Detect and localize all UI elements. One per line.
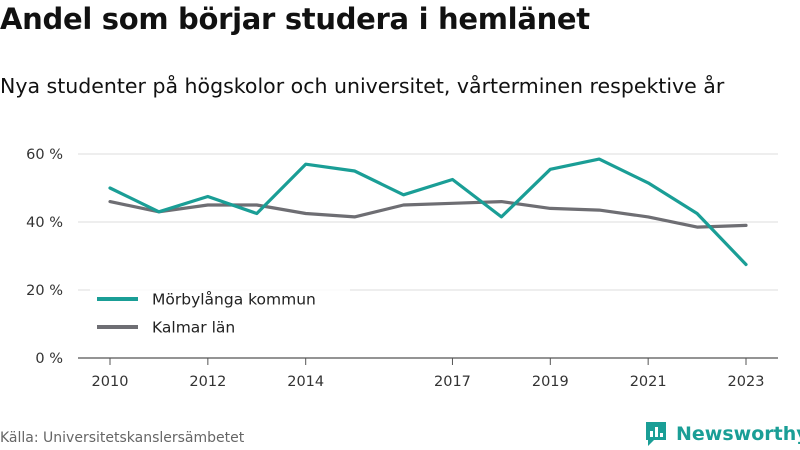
y-tick-label: 40 % xyxy=(26,215,63,231)
source-note: Källa: Universitetskanslersämbetet xyxy=(0,430,245,446)
legend: Mörbylånga kommun Kalmar län xyxy=(90,289,350,337)
y-tick-label: 20 % xyxy=(26,283,63,299)
legend-label: Kalmar län xyxy=(152,319,235,337)
y-tick-label: 0 % xyxy=(35,351,63,367)
x-axis: 2010 2012 2014 2017 2019 2021 2023 xyxy=(92,358,765,390)
series-line xyxy=(108,157,748,267)
x-tick-label: 2019 xyxy=(532,374,569,390)
brand-name: Newsworthy xyxy=(676,423,800,445)
x-tick-label: 2014 xyxy=(287,374,324,390)
legend-label: Mörbylånga kommun xyxy=(152,291,316,309)
series-line xyxy=(108,200,748,229)
x-tick-label: 2017 xyxy=(434,374,471,390)
x-tick-label: 2012 xyxy=(189,374,226,390)
newsworthy-logo[interactable]: Newsworthy xyxy=(644,420,800,448)
series-lines xyxy=(108,157,748,267)
chart-title: Andel som börjar studera i hemlänet xyxy=(0,2,590,36)
y-axis-ticks: 0 % 20 % 40 % 60 % xyxy=(26,147,63,367)
legend-bg xyxy=(90,289,350,309)
x-tick-label: 2021 xyxy=(630,374,667,390)
newsworthy-logo-icon xyxy=(646,422,666,446)
chart-subtitle: Nya studenter på högskolor och universit… xyxy=(0,74,725,98)
x-tick-label: 2010 xyxy=(92,374,129,390)
y-tick-label: 60 % xyxy=(26,147,63,163)
grid-lines xyxy=(78,153,778,359)
x-tick-label: 2023 xyxy=(728,374,765,390)
legend-bg xyxy=(90,317,350,337)
